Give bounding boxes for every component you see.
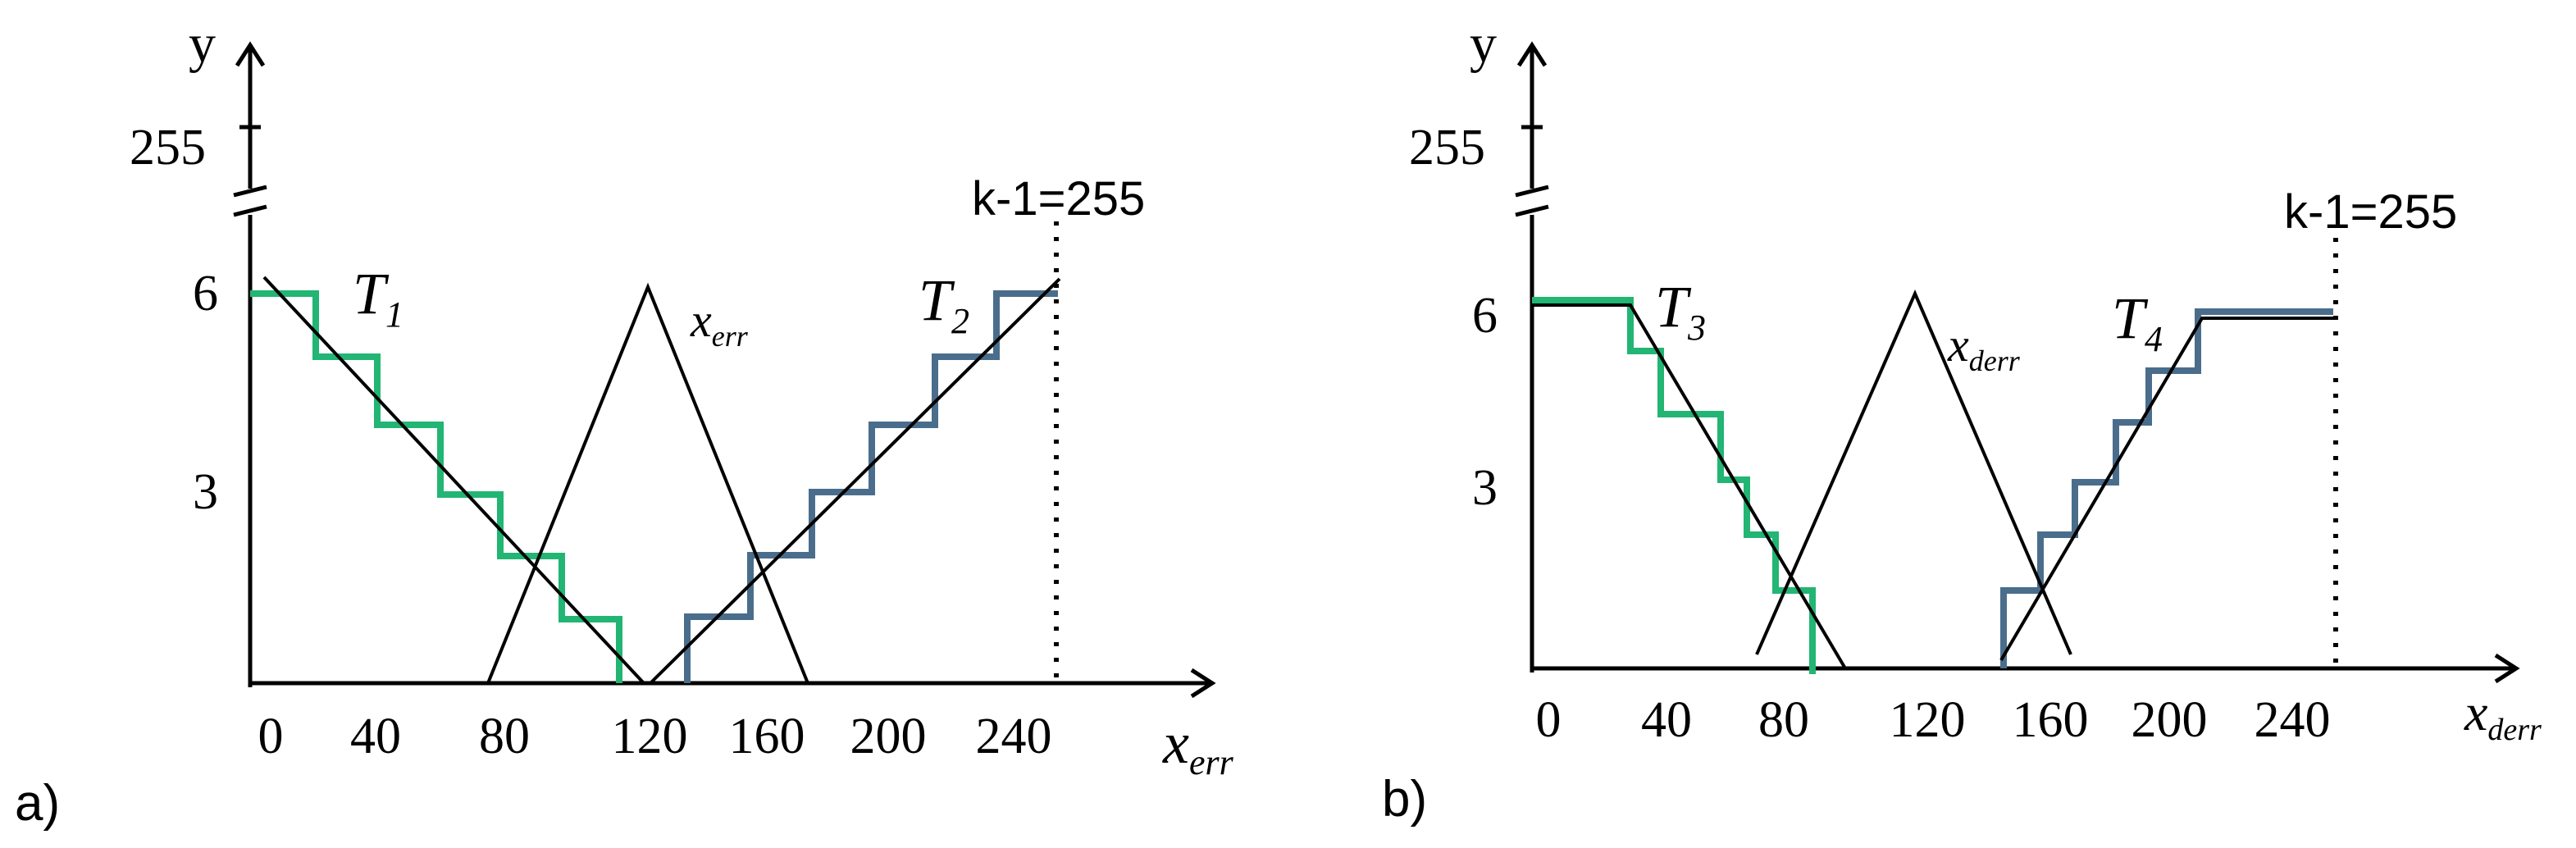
panel-b-x-tick-80: 80 xyxy=(1758,692,1809,748)
panel-b-t4-label: T4 xyxy=(2112,285,2163,359)
panel-a-k-label: k-1=255 xyxy=(972,172,1145,226)
panel-a-x-tick-160: 160 xyxy=(729,709,805,764)
panel-a-t2-label: T2 xyxy=(919,267,969,341)
panel-a-triangle-label: xerr xyxy=(690,294,749,353)
panel-b-t3-label: T3 xyxy=(1655,274,1706,348)
panel-a-y-tick-6: 6 xyxy=(193,266,218,321)
panel-b-x-arrow xyxy=(2494,653,2520,684)
panel-a-x-tick-240: 240 xyxy=(976,709,1052,764)
panel-a: y 255 6 3 0 40 80 120 160 200 240 xerr k… xyxy=(15,14,1234,832)
panel-b-t4-line xyxy=(1999,317,2336,662)
panel-a-y-arrow xyxy=(235,41,266,67)
panel-a-x-tick-200: 200 xyxy=(850,709,927,764)
panel-b-x-tick-240: 240 xyxy=(2255,692,2331,748)
panel-b-y-tick-3: 3 xyxy=(1472,460,1498,516)
panel-b-triangle xyxy=(1755,289,2072,655)
panel-a-x-tick-40: 40 xyxy=(350,709,401,764)
panel-b-x-axis-label: xderr xyxy=(2464,683,2542,747)
panel-a-letter: a) xyxy=(15,775,60,832)
panel-b: y 255 6 3 0 40 80 120 160 200 240 xderr … xyxy=(1382,14,2542,827)
panel-a-blue-staircase xyxy=(684,290,1058,683)
panel-a-x-tick-120: 120 xyxy=(612,709,688,764)
panel-a-y-break-label: 255 xyxy=(130,120,206,176)
panel-a-x-tick-80: 80 xyxy=(479,709,530,764)
panel-a-triangle xyxy=(486,282,809,684)
panel-b-x-tick-0: 0 xyxy=(1536,692,1562,748)
panel-b-x-tick-200: 200 xyxy=(2131,692,2208,748)
panel-a-axis-break xyxy=(233,185,267,217)
panel-b-x-tick-160: 160 xyxy=(2013,692,2089,748)
panel-b-axis-break xyxy=(1515,185,1549,217)
panel-b-x-tick-40: 40 xyxy=(1641,692,1692,748)
panel-b-y-label: y xyxy=(1470,14,1497,74)
panel-b-y-break-label: 255 xyxy=(1409,120,1485,176)
panel-b-green-staircase xyxy=(1532,297,1816,674)
panel-a-t2-line xyxy=(649,277,1061,685)
panel-a-y-label: y xyxy=(189,14,216,74)
panel-b-letter: b) xyxy=(1382,771,1427,827)
panel-a-t1-line xyxy=(262,276,645,685)
panel-b-y-tick-6: 6 xyxy=(1472,288,1498,344)
panel-a-t1-label: T1 xyxy=(353,261,403,335)
panel-b-y-arrow xyxy=(1516,41,1548,67)
panel-b-triangle-label: xderr xyxy=(1947,318,2021,377)
panel-a-x-axis-label: xerr xyxy=(1162,710,1234,782)
panel-a-green-staircase xyxy=(250,290,622,683)
panel-b-t3-line xyxy=(1532,303,1847,670)
panel-a-x-tick-0: 0 xyxy=(258,709,284,764)
panel-b-k-label: k-1=255 xyxy=(2284,185,2457,239)
panel-a-y-tick-3: 3 xyxy=(193,464,218,520)
panel-b-x-tick-120: 120 xyxy=(1890,692,1966,748)
panel-a-x-arrow xyxy=(1190,668,1216,699)
